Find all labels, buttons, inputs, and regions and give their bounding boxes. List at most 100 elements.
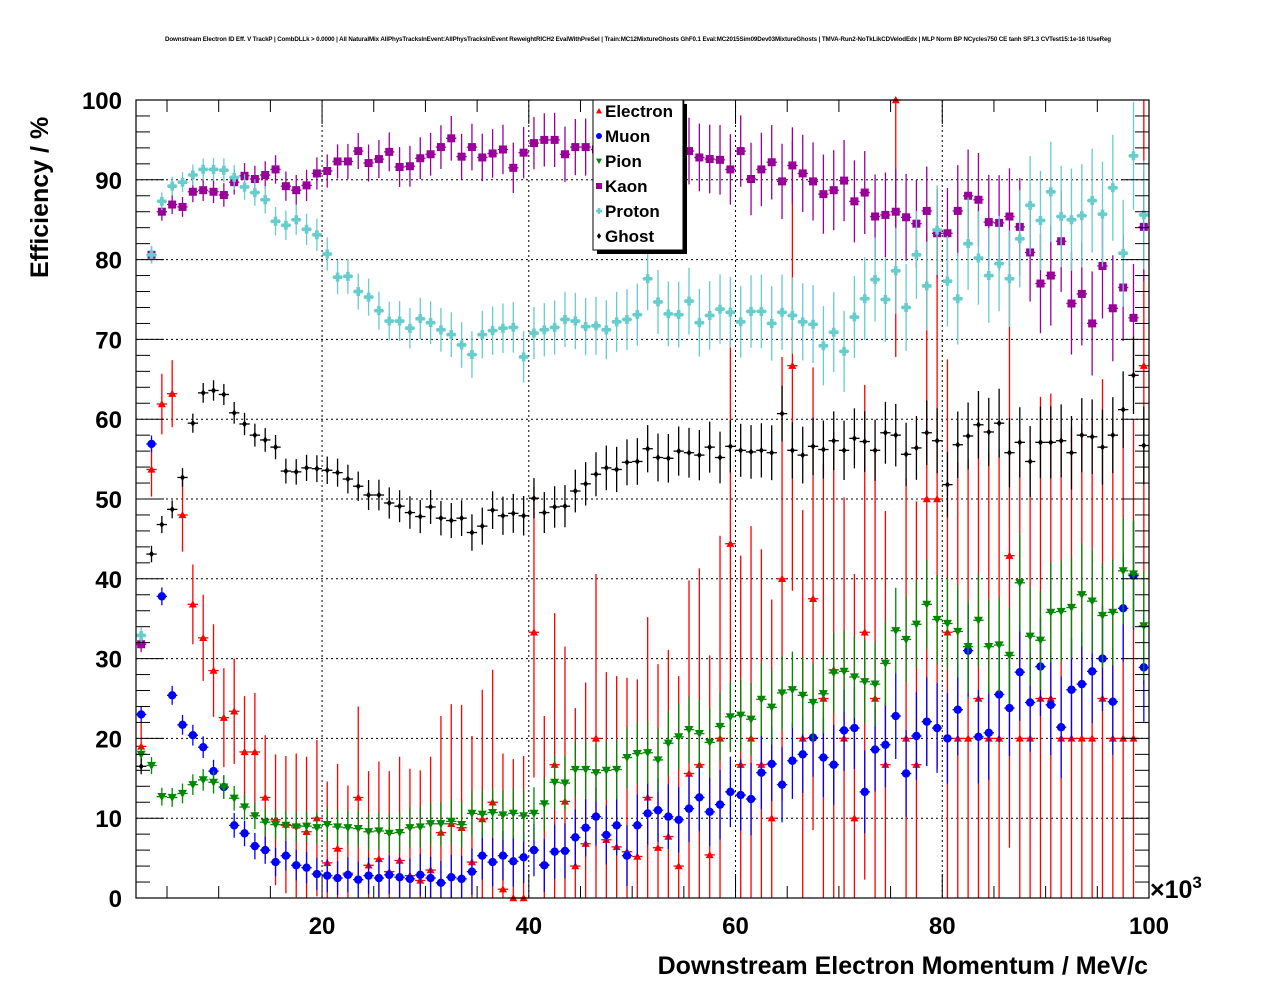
data-point <box>1079 431 1085 439</box>
data-point <box>902 213 911 222</box>
legend-marker-proton <box>596 208 602 214</box>
data-point <box>364 159 373 168</box>
data-point <box>694 730 704 739</box>
data-point <box>467 143 476 152</box>
data-point <box>870 680 880 689</box>
data-point <box>882 429 888 437</box>
data-point <box>643 274 653 284</box>
data-point <box>188 731 198 740</box>
data-point <box>385 870 394 880</box>
data-point <box>788 161 797 170</box>
y-tick-label: 10 <box>95 806 122 833</box>
data-point <box>322 820 332 830</box>
data-point <box>242 420 247 428</box>
data-point <box>1015 734 1024 742</box>
data-point <box>550 135 559 144</box>
data-point <box>384 829 394 838</box>
data-point <box>562 502 568 510</box>
data-point <box>674 310 684 320</box>
legend-label-ghost: Ghost <box>605 227 654 246</box>
data-point <box>364 871 373 880</box>
data-point <box>541 509 547 517</box>
data-point <box>901 635 911 644</box>
data-point <box>911 620 921 629</box>
data-point <box>405 323 415 333</box>
data-point <box>676 447 682 455</box>
data-point <box>788 756 797 765</box>
data-point <box>880 295 890 305</box>
data-point <box>386 499 392 507</box>
data-point <box>345 475 351 483</box>
data-point <box>552 503 558 511</box>
data-point <box>355 482 361 490</box>
data-point <box>1100 443 1105 451</box>
data-point <box>583 480 589 488</box>
data-point <box>777 689 787 698</box>
data-point <box>862 438 868 446</box>
data-point <box>500 512 506 520</box>
data-point <box>540 135 549 144</box>
series-muon <box>136 435 1149 898</box>
y-tick-label: 50 <box>95 487 122 514</box>
data-point <box>643 809 652 818</box>
data-point <box>602 830 611 840</box>
data-point <box>901 302 911 312</box>
data-point <box>250 841 260 851</box>
data-point <box>417 513 423 521</box>
data-point <box>498 851 508 860</box>
data-point <box>870 275 880 285</box>
data-point <box>965 432 971 440</box>
data-point <box>777 307 787 317</box>
data-point <box>478 153 487 162</box>
data-point <box>922 600 932 609</box>
data-point <box>942 276 952 286</box>
data-point <box>302 822 312 831</box>
data-point <box>459 514 465 522</box>
data-point <box>529 328 539 338</box>
data-point <box>436 325 446 335</box>
data-point <box>281 821 291 830</box>
data-point <box>727 442 733 450</box>
data-point <box>1108 183 1118 193</box>
data-point <box>1038 438 1043 446</box>
data-point <box>715 304 725 314</box>
data-point <box>839 346 849 356</box>
data-point <box>188 170 198 180</box>
data-point <box>343 157 352 166</box>
data-point <box>973 616 983 625</box>
data-point <box>725 307 735 317</box>
data-point <box>808 319 818 329</box>
data-point <box>271 216 281 226</box>
data-point <box>395 316 405 326</box>
y-tick-label: 90 <box>95 168 122 195</box>
data-point <box>942 619 952 628</box>
data-point <box>665 454 671 462</box>
data-point <box>913 444 919 452</box>
data-point <box>736 147 745 156</box>
data-point <box>1108 608 1118 617</box>
data-point <box>943 229 952 238</box>
data-point <box>653 297 663 307</box>
data-point <box>271 165 280 174</box>
data-point <box>622 753 632 763</box>
data-point <box>167 793 177 802</box>
data-point <box>426 873 435 883</box>
data-point <box>684 296 694 306</box>
data-point <box>415 823 425 832</box>
data-point <box>198 742 208 752</box>
y-tick-label: 70 <box>95 327 122 354</box>
data-point <box>707 443 713 451</box>
data-point <box>560 846 570 856</box>
data-point <box>488 809 498 818</box>
data-point <box>767 703 777 712</box>
y-axis-title: Efficiency / % <box>26 117 54 278</box>
data-point <box>1088 319 1097 328</box>
data-point <box>778 177 787 186</box>
data-point <box>819 190 828 199</box>
data-point <box>416 870 425 880</box>
data-point <box>570 765 580 775</box>
data-point <box>1118 248 1128 258</box>
data-point <box>314 465 320 473</box>
legend-label-pion: Pion <box>605 152 642 171</box>
